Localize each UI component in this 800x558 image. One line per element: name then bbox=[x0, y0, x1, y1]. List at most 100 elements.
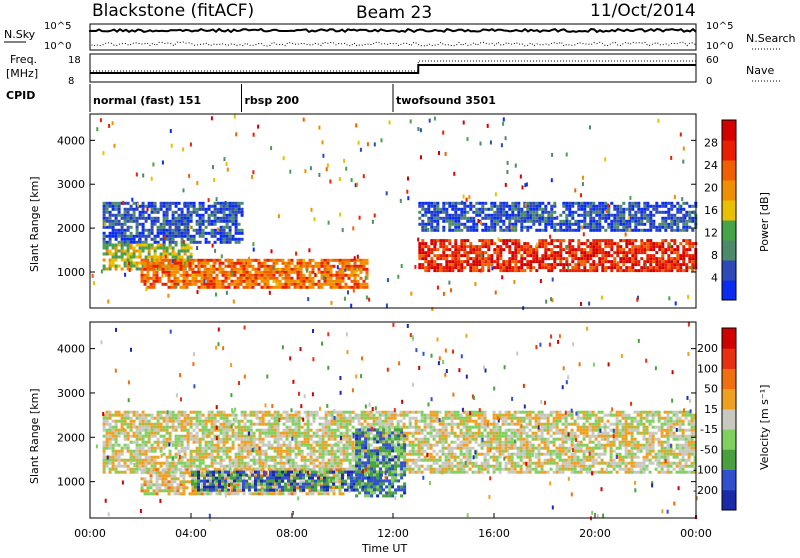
heatmap-cell bbox=[418, 471, 421, 474]
heatmap-cell bbox=[418, 456, 421, 459]
heatmap-cell bbox=[235, 420, 238, 423]
heatmap-cell bbox=[354, 286, 357, 289]
heatmap-cell bbox=[115, 429, 118, 432]
heatmap-cell bbox=[178, 250, 181, 253]
heatmap-cell bbox=[508, 251, 511, 254]
heatmap-cell bbox=[442, 447, 445, 450]
heatmap-cell bbox=[282, 259, 285, 262]
heatmap-cell bbox=[553, 205, 556, 208]
heatmap-cell bbox=[346, 438, 349, 441]
heatmap-cell bbox=[300, 259, 303, 262]
heatmap-cell bbox=[151, 426, 154, 429]
heatmap-cell bbox=[169, 438, 172, 441]
heatmap-cell bbox=[637, 208, 640, 211]
heatmap-cell bbox=[439, 450, 442, 453]
heatmap-cell bbox=[232, 208, 235, 211]
heatmap-cell bbox=[420, 155, 422, 159]
heatmap-cell bbox=[427, 223, 430, 226]
heatmap-cell bbox=[166, 426, 169, 429]
heatmap-cell bbox=[682, 248, 685, 251]
heatmap-cell bbox=[343, 456, 346, 459]
heatmap-cell bbox=[538, 223, 541, 226]
heatmap-cell bbox=[454, 248, 457, 251]
heatmap-cell bbox=[625, 245, 628, 248]
heatmap-cell bbox=[268, 432, 271, 435]
heatmap-cell bbox=[346, 456, 349, 459]
heatmap-cell bbox=[588, 302, 590, 306]
heatmap-cell bbox=[251, 175, 253, 179]
heatmap-cell bbox=[198, 259, 201, 262]
heatmap-cell bbox=[321, 265, 324, 268]
heatmap-cell bbox=[190, 438, 193, 441]
heatmap-cell bbox=[643, 248, 646, 251]
heatmap-cell bbox=[421, 417, 424, 420]
heatmap-cell bbox=[112, 247, 115, 250]
heatmap-cell bbox=[229, 226, 232, 229]
heatmap-cell bbox=[258, 259, 261, 262]
heatmap-cell bbox=[229, 202, 232, 205]
heatmap-cell bbox=[217, 447, 220, 450]
heatmap-cell bbox=[297, 271, 300, 274]
heatmap-cell bbox=[529, 269, 532, 272]
heatmap-cell bbox=[249, 271, 252, 274]
heatmap-cell bbox=[190, 256, 193, 259]
heatmap-cell bbox=[571, 202, 574, 205]
heatmap-cell bbox=[634, 217, 637, 220]
heatmap-cell bbox=[421, 266, 424, 269]
heatmap-cell bbox=[514, 263, 517, 266]
heatmap-cell bbox=[583, 266, 586, 269]
heatmap-cell bbox=[187, 432, 190, 435]
heatmap-cell bbox=[181, 250, 184, 253]
heatmap-cell bbox=[451, 423, 454, 426]
heatmap-cell bbox=[103, 259, 106, 262]
heatmap-cell bbox=[661, 251, 664, 254]
heatmap-cell bbox=[424, 229, 427, 232]
heatmap-cell bbox=[472, 220, 475, 223]
heatmap-cell bbox=[592, 263, 595, 266]
heatmap-cell bbox=[153, 268, 156, 271]
heatmap-cell bbox=[220, 414, 223, 417]
heatmap-cell bbox=[685, 223, 688, 226]
heatmap-cell bbox=[291, 271, 294, 274]
heatmap-cell bbox=[313, 432, 316, 435]
heatmap-cell bbox=[628, 202, 631, 205]
heatmap-cell bbox=[163, 447, 166, 450]
heatmap-cell bbox=[301, 444, 304, 447]
heatmap-cell bbox=[235, 202, 238, 205]
heatmap-cell bbox=[136, 459, 139, 462]
heatmap-cell bbox=[532, 248, 535, 251]
heatmap-cell bbox=[277, 426, 280, 429]
heatmap-cell bbox=[376, 423, 379, 426]
heatmap-cell bbox=[297, 277, 300, 280]
heatmap-cell bbox=[571, 239, 574, 242]
heatmap-cell bbox=[508, 217, 511, 220]
heatmap-cell bbox=[631, 205, 634, 208]
heatmap-cell bbox=[229, 447, 232, 450]
heatmap-cell bbox=[403, 441, 406, 444]
heatmap-cell bbox=[171, 274, 174, 277]
heatmap-cell bbox=[505, 205, 508, 208]
heatmap-cell bbox=[184, 447, 187, 450]
heatmap-cell bbox=[112, 244, 115, 247]
heatmap-cell bbox=[196, 214, 199, 217]
heatmap-cell bbox=[193, 241, 196, 244]
heatmap-cell bbox=[205, 208, 208, 211]
heatmap-cell bbox=[363, 262, 366, 265]
heatmap-cell bbox=[574, 202, 577, 205]
heatmap-cell bbox=[148, 232, 151, 235]
heatmap-cell bbox=[363, 268, 366, 271]
heatmap-cell bbox=[309, 280, 312, 283]
heatmap-cell bbox=[169, 202, 172, 205]
y-tick-label: 4000 bbox=[57, 134, 85, 147]
heatmap-cell bbox=[322, 432, 325, 435]
heatmap-cell bbox=[424, 456, 427, 459]
heatmap-cell bbox=[151, 217, 154, 220]
freq-unit-label: [MHz] bbox=[6, 67, 38, 80]
heatmap-cell bbox=[424, 214, 427, 217]
heatmap-cell bbox=[163, 441, 166, 444]
heatmap-cell bbox=[181, 235, 184, 238]
heatmap-cell bbox=[297, 280, 300, 283]
heatmap-cell bbox=[448, 423, 451, 426]
heatmap-cell bbox=[385, 426, 388, 429]
heatmap-cell bbox=[184, 247, 187, 250]
